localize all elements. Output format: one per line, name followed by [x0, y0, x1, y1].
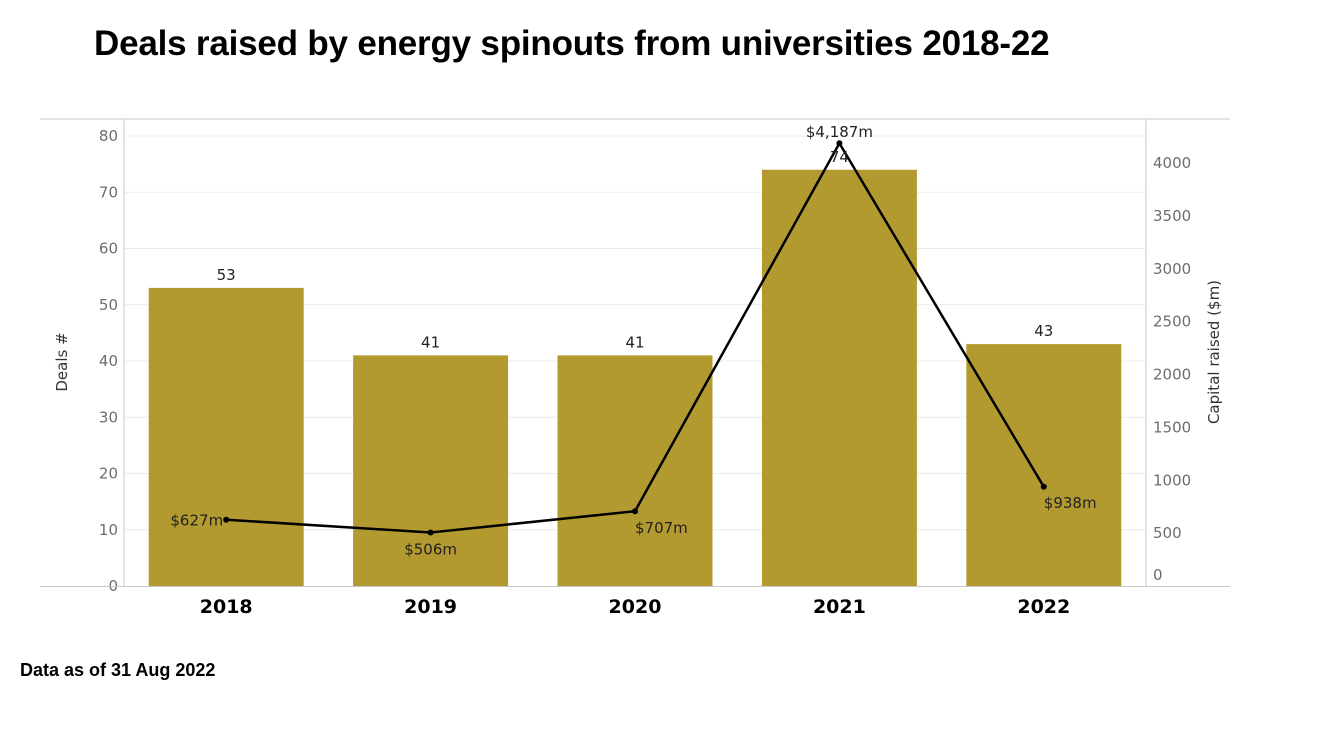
capital-label: $938m [1044, 494, 1097, 512]
y-tick-right: 500 [1153, 524, 1182, 542]
capital-line [223, 140, 1047, 536]
y-axis-title-right: Capital raised ($m) [1205, 280, 1223, 424]
capital-label: $506m [404, 540, 457, 558]
y-tick-right: 4000 [1153, 154, 1191, 172]
bar-label: 41 [421, 333, 440, 351]
data-labels: 53 41 41 74 43 $627m $506m $707m $4,187m $938m [170, 123, 1096, 558]
y-tick-right: 1000 [1153, 471, 1191, 489]
bar-2022 [966, 344, 1122, 586]
y-tick-left: 10 [99, 521, 118, 539]
y-tick-left: 80 [99, 127, 118, 145]
x-tick-label: 2022 [1017, 596, 1070, 618]
y-tick-left: 30 [99, 408, 118, 426]
capital-point-2022 [1040, 483, 1047, 490]
y-tick-right: 1500 [1153, 418, 1191, 436]
axes: 0102030405060708005001000150020002500300… [40, 118, 1230, 618]
y-tick-right: 0 [1153, 566, 1163, 584]
capital-point-2019 [427, 529, 434, 536]
y-tick-left: 50 [99, 296, 118, 314]
y-axis-title-left: Deals # [53, 332, 71, 391]
capital-point-2020 [632, 508, 638, 515]
y-tick-left: 70 [99, 183, 118, 201]
bar-label: 74 [830, 148, 849, 166]
bar-2020 [557, 355, 713, 586]
capital-label: $627m [170, 512, 223, 530]
x-tick-label: 2018 [200, 596, 253, 618]
bar-2021 [761, 169, 917, 586]
chart-title: Deals raised by energy spinouts from uni… [94, 24, 1050, 63]
y-tick-left: 40 [99, 352, 118, 370]
y-tick-right: 3500 [1153, 207, 1191, 225]
bar-label: 43 [1034, 322, 1053, 340]
y-tick-right: 2000 [1153, 366, 1191, 384]
x-tick-label: 2021 [813, 596, 866, 618]
bar-label: 41 [625, 333, 644, 351]
y-tick-right: 3000 [1153, 260, 1191, 278]
capital-point-2021 [836, 140, 843, 147]
capital-point-2018 [223, 516, 230, 523]
capital-label: $4,187m [806, 123, 873, 141]
x-tick-label: 2019 [404, 596, 457, 618]
footnote: Data as of 31 Aug 2022 [20, 660, 216, 680]
y-tick-left: 20 [99, 465, 118, 483]
bars [148, 169, 1122, 586]
capital-label: $707m [635, 519, 688, 537]
y-tick-right: 2500 [1153, 313, 1191, 331]
bar-2019 [353, 355, 509, 586]
x-tick-label: 2020 [609, 596, 662, 618]
bar-label: 53 [217, 266, 236, 284]
y-tick-left: 60 [99, 240, 118, 258]
bar-2018 [148, 287, 304, 586]
